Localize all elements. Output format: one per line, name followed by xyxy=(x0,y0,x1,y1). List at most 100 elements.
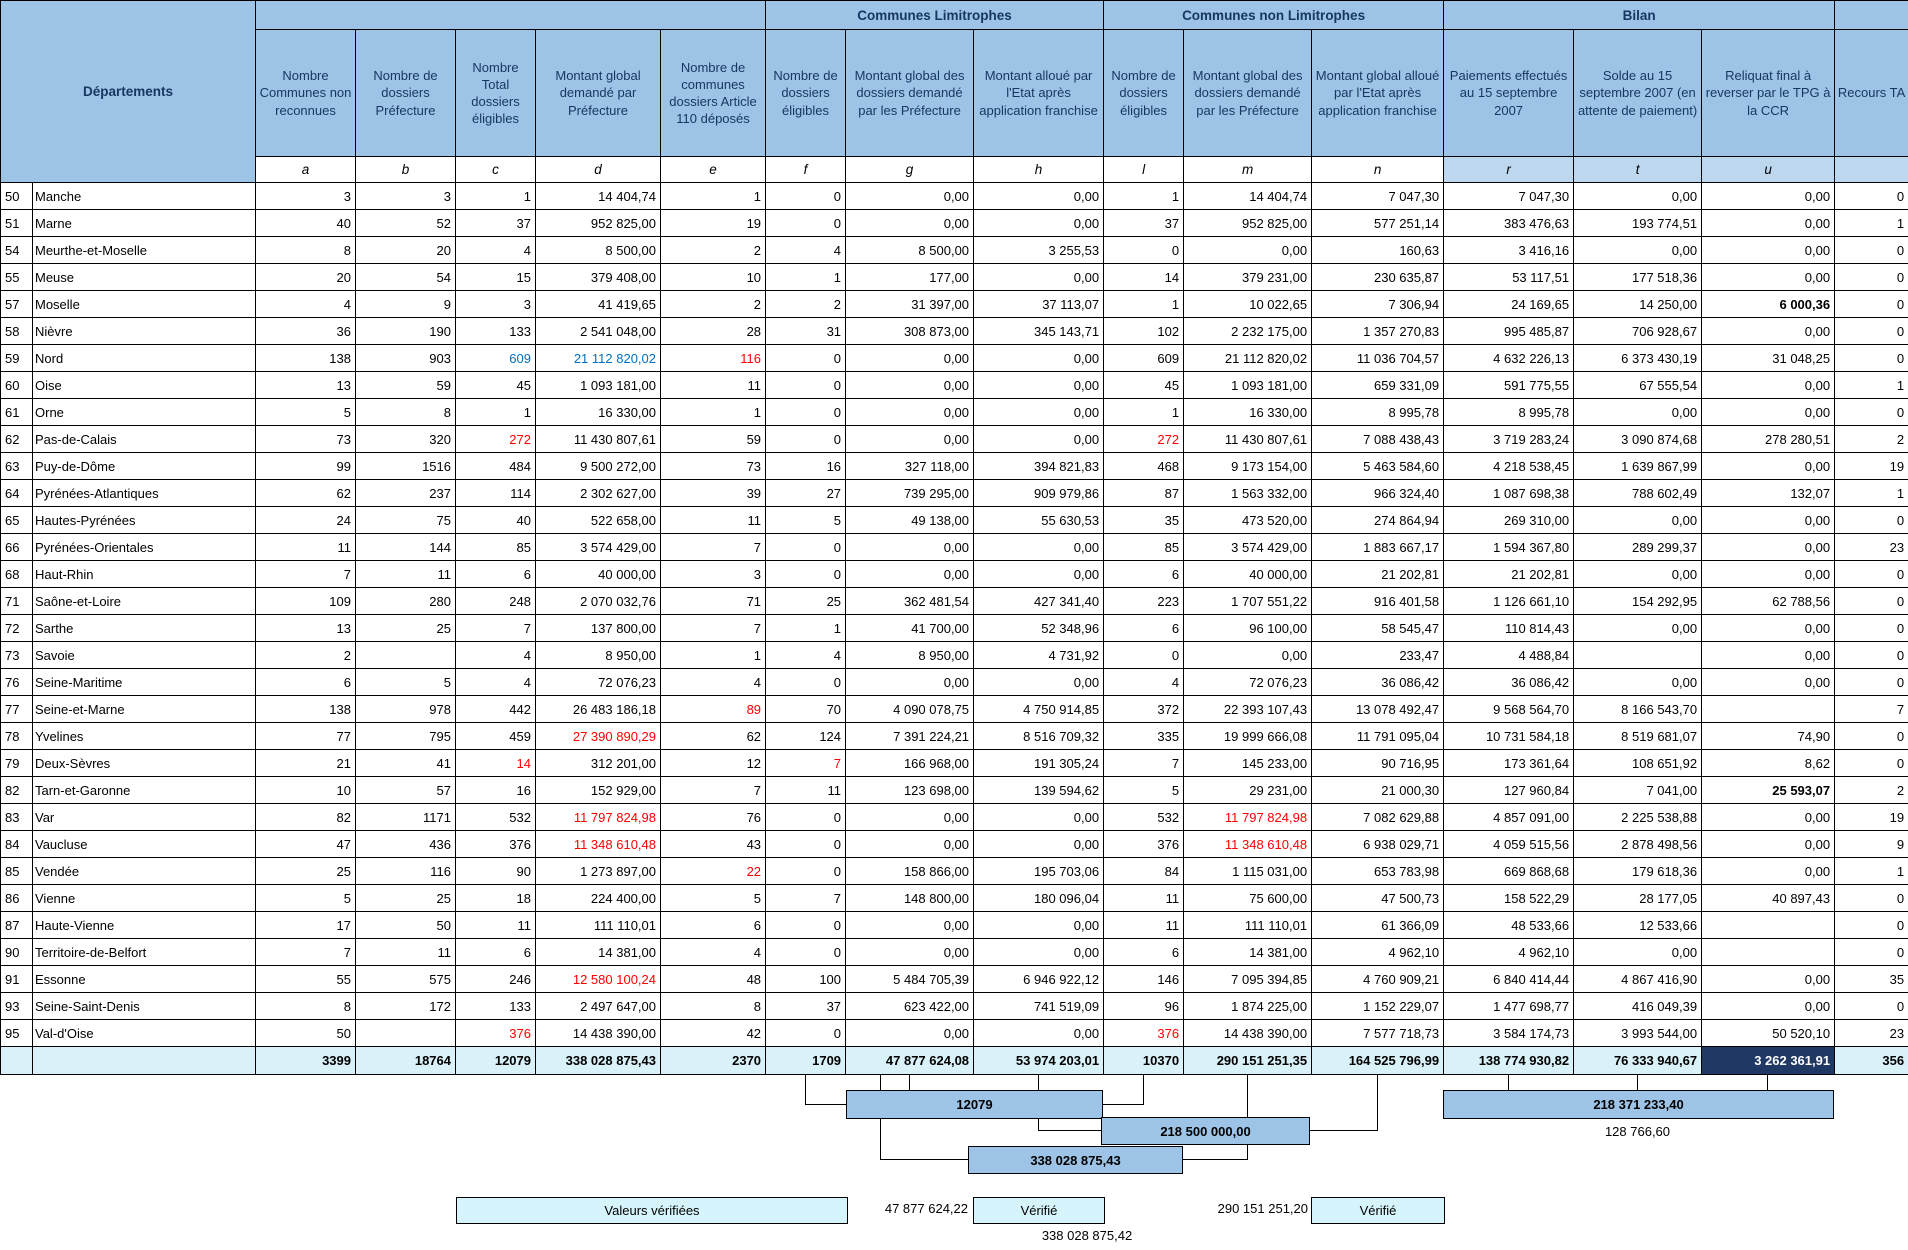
data-cell[interactable]: 223 xyxy=(1103,587,1185,615)
data-cell[interactable]: 3 416,16 xyxy=(1443,236,1575,264)
data-cell[interactable]: 0,00 xyxy=(1573,938,1703,966)
data-cell[interactable]: 6 000,36 xyxy=(1701,290,1836,318)
data-cell[interactable]: 55 630,53 xyxy=(973,506,1105,534)
data-cell[interactable]: 5 xyxy=(255,884,356,912)
data-cell[interactable]: 0,00 xyxy=(1701,992,1836,1020)
data-cell[interactable]: 160,63 xyxy=(1311,236,1445,264)
data-cell[interactable]: 376 xyxy=(1103,1019,1185,1047)
data-cell[interactable]: 11 xyxy=(355,938,456,966)
data-cell[interactable]: 173 361,64 xyxy=(1443,749,1575,777)
col-header-b[interactable]: Nombre de dossiers Préfecture xyxy=(355,29,456,157)
data-cell[interactable]: 90 xyxy=(455,857,536,885)
dept-name[interactable]: Orne xyxy=(32,398,256,426)
data-cell[interactable]: 10 xyxy=(659,263,767,291)
data-cell[interactable]: 14 250,00 xyxy=(1573,290,1703,318)
data-cell[interactable]: 6 xyxy=(255,668,356,696)
data-cell[interactable]: 40 xyxy=(255,209,356,237)
data-cell[interactable]: 16 330,00 xyxy=(535,398,661,426)
data-cell[interactable]: 4 632 226,13 xyxy=(1443,344,1575,372)
data-cell[interactable]: 591 775,55 xyxy=(1443,371,1575,399)
data-cell[interactable]: 2 302 627,00 xyxy=(535,479,661,507)
data-cell[interactable]: 6 938 029,71 xyxy=(1311,830,1445,858)
data-cell[interactable]: 0 xyxy=(765,857,847,885)
letter-h[interactable]: h xyxy=(973,156,1105,183)
data-cell[interactable]: 13 xyxy=(255,371,356,399)
data-cell[interactable]: 62 788,56 xyxy=(1701,587,1836,615)
data-cell[interactable]: 0 xyxy=(1834,884,1908,912)
data-cell[interactable]: 25 xyxy=(355,614,456,642)
data-cell[interactable]: 191 305,24 xyxy=(973,749,1105,777)
data-cell[interactable]: 114 xyxy=(455,479,536,507)
data-cell[interactable]: 11 xyxy=(659,371,767,399)
dept-code[interactable]: 63 xyxy=(0,452,33,480)
data-cell[interactable]: 11 xyxy=(659,506,767,534)
data-cell[interactable]: 2 xyxy=(659,290,767,318)
data-cell[interactable]: 58 545,47 xyxy=(1311,614,1445,642)
data-cell[interactable]: 144 xyxy=(355,533,456,561)
data-cell[interactable]: 7 xyxy=(765,749,847,777)
col-header-recours-ta[interactable]: Recours TA xyxy=(1834,29,1908,157)
dept-code[interactable]: 76 xyxy=(0,668,33,696)
data-cell[interactable]: 43 xyxy=(659,830,767,858)
letter-d[interactable]: d xyxy=(535,156,661,183)
dept-name[interactable]: Haut-Rhin xyxy=(32,560,256,588)
data-cell[interactable]: 233,47 xyxy=(1311,641,1445,669)
data-cell[interactable]: 468 xyxy=(1103,452,1185,480)
data-cell[interactable]: 3 574 429,00 xyxy=(1183,533,1313,561)
data-cell[interactable]: 609 xyxy=(1103,344,1185,372)
data-cell[interactable]: 96 xyxy=(1103,992,1185,1020)
data-cell[interactable]: 237 xyxy=(355,479,456,507)
data-cell[interactable]: 0,00 xyxy=(1573,668,1703,696)
data-cell[interactable]: 6 xyxy=(1103,614,1185,642)
data-cell[interactable]: 1 xyxy=(765,263,847,291)
letter-e[interactable]: e xyxy=(659,156,767,183)
data-cell[interactable]: 74,90 xyxy=(1701,722,1836,750)
data-cell[interactable]: 146 xyxy=(1103,965,1185,993)
data-cell[interactable]: 7 xyxy=(255,938,356,966)
data-cell[interactable]: 138 xyxy=(255,695,356,723)
data-cell[interactable]: 2 xyxy=(1834,776,1908,804)
total-cell[interactable]: 3399 xyxy=(255,1046,356,1075)
data-cell[interactable]: 6 840 414,44 xyxy=(1443,965,1575,993)
data-cell[interactable]: 31 397,00 xyxy=(845,290,975,318)
data-cell[interactable]: 4 867 416,90 xyxy=(1573,965,1703,993)
data-cell[interactable]: 123 698,00 xyxy=(845,776,975,804)
data-cell[interactable]: 4 750 914,85 xyxy=(973,695,1105,723)
note-difference[interactable]: 128 766,60 xyxy=(1604,1124,1671,1139)
data-cell[interactable]: 577 251,14 xyxy=(1311,209,1445,237)
data-cell[interactable]: 154 292,95 xyxy=(1573,587,1703,615)
col-header-c[interactable]: Nombre Total dossiers éligibles xyxy=(455,29,536,157)
data-cell[interactable]: 11 797 824,98 xyxy=(1183,803,1313,831)
data-cell[interactable]: 36 xyxy=(255,317,356,345)
data-cell[interactable]: 0,00 xyxy=(845,830,975,858)
data-cell[interactable]: 0 xyxy=(765,1019,847,1047)
data-cell[interactable]: 0 xyxy=(1103,236,1185,264)
data-cell[interactable]: 2 232 175,00 xyxy=(1183,317,1313,345)
total-cell[interactable]: 18764 xyxy=(355,1046,456,1075)
data-cell[interactable]: 139 594,62 xyxy=(973,776,1105,804)
data-cell[interactable]: 0 xyxy=(1834,722,1908,750)
data-cell[interactable]: 9 568 564,70 xyxy=(1443,695,1575,723)
data-cell[interactable]: 327 118,00 xyxy=(845,452,975,480)
data-cell[interactable]: 3 xyxy=(455,290,536,318)
data-cell[interactable]: 109 xyxy=(255,587,356,615)
data-cell[interactable]: 1 093 181,00 xyxy=(1183,371,1313,399)
data-cell[interactable]: 8,62 xyxy=(1701,749,1836,777)
data-cell[interactable]: 21 202,81 xyxy=(1443,560,1575,588)
data-cell[interactable]: 376 xyxy=(1103,830,1185,858)
data-cell[interactable]: 0,00 xyxy=(845,911,975,939)
data-cell[interactable]: 10 xyxy=(255,776,356,804)
dept-code[interactable]: 95 xyxy=(0,1019,33,1047)
data-cell[interactable]: 0 xyxy=(765,182,847,210)
data-cell[interactable]: 7 047,30 xyxy=(1443,182,1575,210)
data-cell[interactable]: 2 xyxy=(1834,425,1908,453)
data-cell[interactable]: 8 995,78 xyxy=(1443,398,1575,426)
dept-name[interactable]: Val-d'Oise xyxy=(32,1019,256,1047)
total-cell[interactable]: 76 333 940,67 xyxy=(1573,1046,1703,1075)
letter-t[interactable]: t xyxy=(1573,156,1703,183)
data-cell[interactable]: 8 950,00 xyxy=(845,641,975,669)
group-blank-right[interactable] xyxy=(1834,0,1908,30)
data-cell[interactable]: 978 xyxy=(355,695,456,723)
data-cell[interactable]: 77 xyxy=(255,722,356,750)
data-cell[interactable]: 0,00 xyxy=(845,668,975,696)
